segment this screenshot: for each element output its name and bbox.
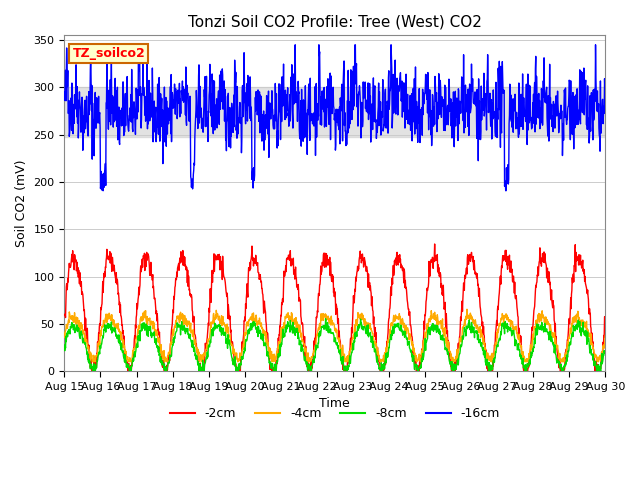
Legend: -2cm, -4cm, -8cm, -16cm: -2cm, -4cm, -8cm, -16cm <box>164 402 505 425</box>
Text: TZ_soilco2: TZ_soilco2 <box>72 47 145 60</box>
Title: Tonzi Soil CO2 Profile: Tree (West) CO2: Tonzi Soil CO2 Profile: Tree (West) CO2 <box>188 15 482 30</box>
Y-axis label: Soil CO2 (mV): Soil CO2 (mV) <box>15 159 28 247</box>
Bar <box>65 87 605 136</box>
X-axis label: Time: Time <box>319 397 350 410</box>
